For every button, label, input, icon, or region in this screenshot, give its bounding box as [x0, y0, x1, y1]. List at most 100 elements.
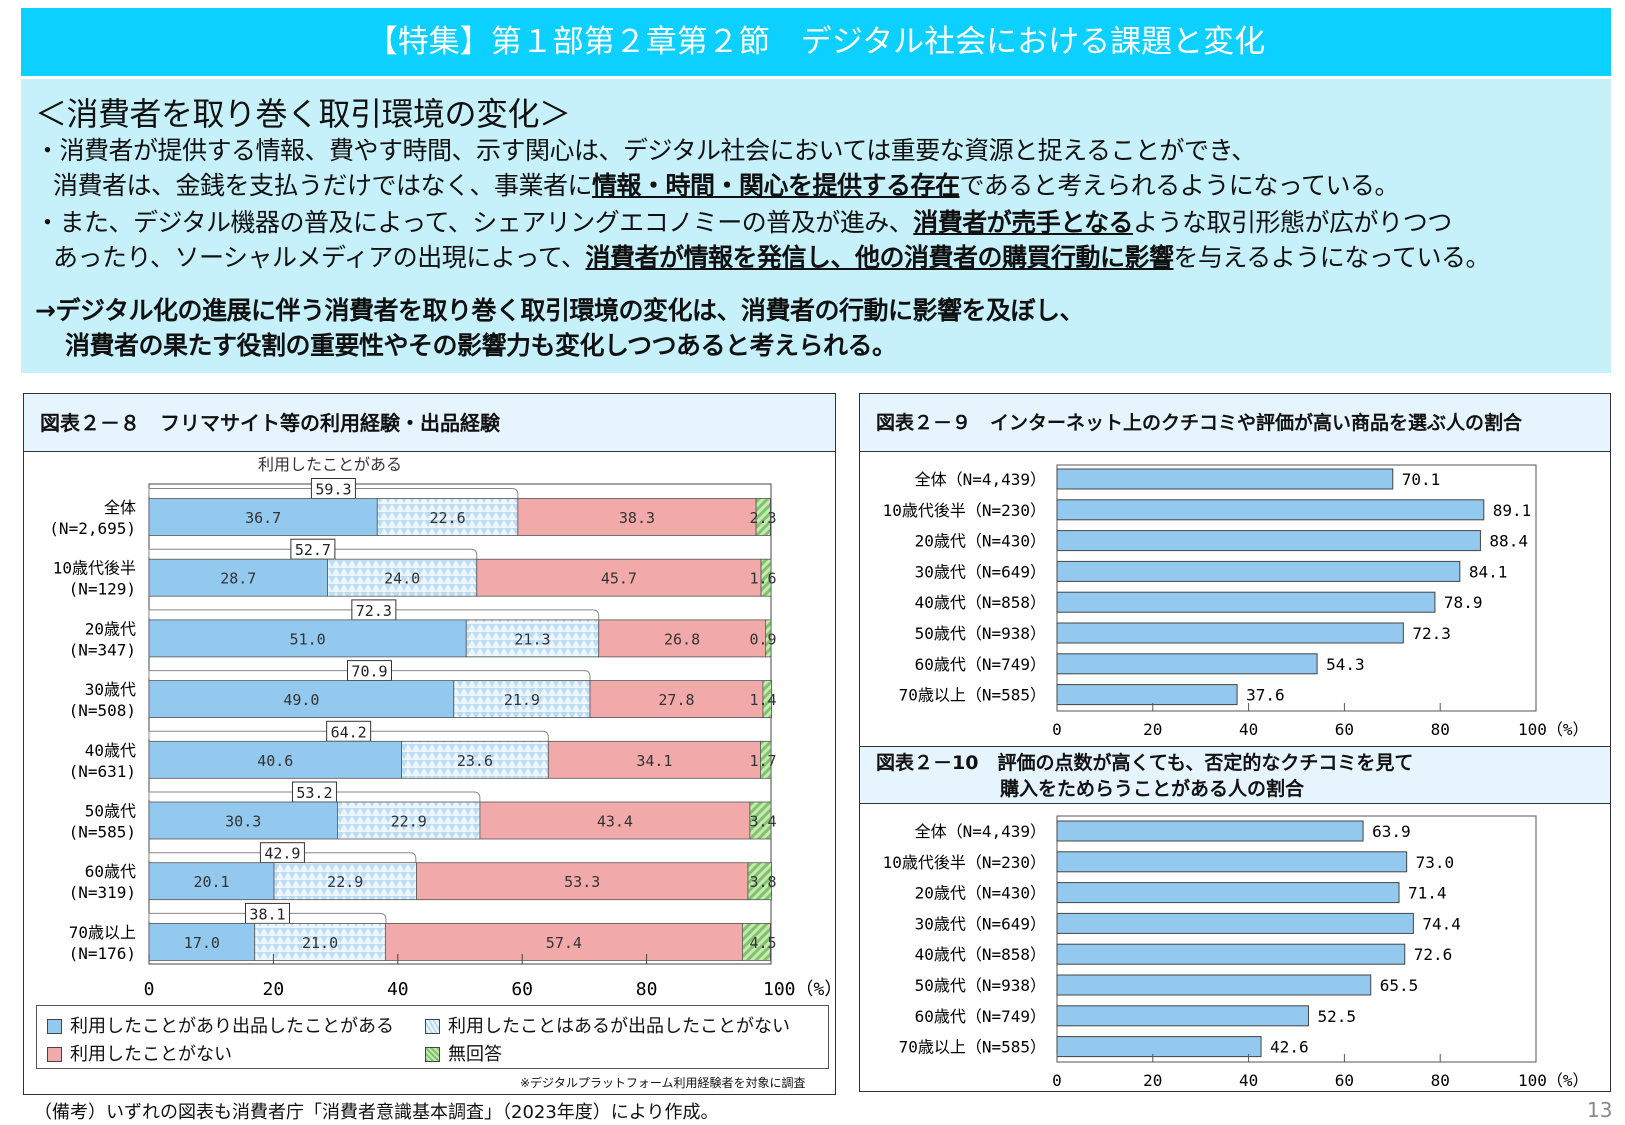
bar-value-label: 22.9 — [327, 873, 363, 891]
category-label: 50歳代 — [85, 802, 136, 821]
bar-value-label: 40.6 — [257, 752, 293, 770]
bar-value-label: 21.0 — [302, 934, 338, 952]
category-label: 70歳以上（N=585） — [899, 1038, 1046, 1057]
category-label: 10歳代後半（N=230） — [883, 501, 1046, 520]
intro-p2b: あったり、ソーシャルメディアの出現によって、消費者が情報を発信し、他の消費者の購… — [53, 238, 1491, 274]
bar-segment — [453, 680, 591, 718]
bracket-caption: 利用したことがある — [258, 455, 402, 474]
category-label: 60歳代（N=749） — [915, 1007, 1046, 1026]
title-line: 図表２－10 評価の点数が高くても、否定的なクチコミを見て — [876, 752, 1414, 774]
bar-value-label: 78.9 — [1444, 593, 1483, 612]
bar-segment — [741, 923, 771, 961]
bar — [1056, 684, 1238, 706]
bar — [1056, 882, 1400, 904]
emphasis: 消費者が売手となる — [913, 208, 1134, 237]
x-tick-label: 60 — [1335, 720, 1354, 739]
intro-p2a: ・また、デジタル機器の普及によって、シェアリングエコノミーの普及が進み、消費者が… — [35, 203, 1452, 239]
chart-2-9-title: 図表２－９ インターネット上のクチコミや評価が高い商品を選ぶ人の割合 — [860, 394, 1610, 452]
category-label: 全体 — [104, 498, 136, 517]
bar-value-label: 26.8 — [664, 630, 700, 648]
bar-value-label: 20.1 — [193, 873, 229, 891]
bar-value-label: 45.7 — [601, 570, 637, 588]
chart-2-8-note: ※デジタルプラットフォーム利用経験者を対象に調査 — [520, 1076, 806, 1090]
bar-value-label: 54.3 — [1326, 655, 1365, 674]
used-bracket — [148, 730, 549, 742]
category-label: 40歳代（N=858） — [915, 593, 1046, 612]
bar-segment — [148, 680, 455, 718]
x-tick-label: 20 — [263, 979, 285, 1000]
used-total-label: 72.3 — [356, 602, 392, 620]
legend-label: 利用したことがあり出品したことがある — [70, 1016, 394, 1037]
used-total-label: 53.2 — [296, 784, 332, 802]
bar — [1056, 820, 1364, 842]
x-tick-label: 40 — [1239, 1071, 1258, 1090]
x-tick-label: 80 — [1431, 1071, 1450, 1090]
bar-segment — [254, 923, 386, 961]
bar-segment — [273, 862, 417, 901]
text: であると考えられるようになっている。 — [959, 171, 1400, 200]
bar-value-label: 1.4 — [749, 691, 776, 709]
conclusion-2: 消費者の果たす役割の重要性やその影響力も変化しつつあると考えられる。 — [65, 331, 897, 360]
bar-segment — [749, 801, 772, 840]
bar-value-label: 1.6 — [749, 570, 776, 588]
bar-segment — [476, 558, 762, 597]
bar-segment — [148, 801, 338, 840]
x-tick-label: 60 — [1335, 1071, 1354, 1090]
bar-segment — [148, 862, 275, 901]
category-label: 40歳代 — [85, 741, 136, 760]
legend-label: 利用したことがない — [70, 1044, 232, 1065]
bar-segment — [762, 680, 773, 718]
emphasis: 情報・時間・関心を提供する存在 — [592, 171, 960, 200]
x-tick-label: 100（%） — [1518, 1071, 1589, 1090]
text: あったり、ソーシャルメディアの出現によって、 — [53, 243, 586, 272]
bar-value-label: 89.1 — [1493, 501, 1532, 520]
category-label: 全体（N=4,439） — [915, 822, 1046, 841]
legend-label: 利用したことはあるが出品したことがない — [448, 1016, 790, 1037]
category-label: 60歳代 — [85, 862, 136, 881]
category-label: (N=2,695) — [49, 519, 136, 538]
bar-value-label: 30.3 — [225, 813, 261, 831]
plot-frame — [1056, 464, 1537, 712]
bar-value-label: 74.4 — [1422, 914, 1461, 933]
plot-frame — [148, 483, 772, 965]
x-tick-label: 20 — [1143, 720, 1162, 739]
x-tick-label: 80 — [636, 979, 658, 1000]
chart-2-10-title: 図表２－10 評価の点数が高くても、否定的なクチコミを見て 購入をためらうことが… — [860, 746, 1610, 804]
x-tick-label: 0 — [144, 979, 155, 1000]
category-label: 20歳代（N=430） — [915, 532, 1046, 551]
bar-value-label: 73.0 — [1416, 853, 1455, 872]
used-bracket — [148, 670, 591, 681]
bar-value-label: 57.4 — [546, 934, 582, 952]
category-label: 20歳代 — [85, 619, 136, 638]
bar-value-label: 1.7 — [749, 752, 776, 770]
category-label: (N=129) — [69, 580, 136, 599]
conclusion-1: →デジタル化の進展に伴う消費者を取り巻く取引環境の変化は、消費者の行動に影響を及… — [35, 296, 1084, 325]
bar-value-label: 34.1 — [636, 752, 672, 770]
category-label: 60歳代（N=749） — [915, 655, 1046, 674]
bar-value-label: 2.3 — [749, 509, 776, 527]
bar-segment — [401, 740, 549, 779]
bar-value-label: 63.9 — [1372, 822, 1411, 841]
legend-item: 無回答 — [425, 1040, 502, 1066]
text: 消費者は、金銭を支払うだけではなく、事業者に — [53, 171, 593, 200]
intro-heading: ＜消費者を取り巻く取引環境の変化＞ — [35, 95, 571, 133]
bar-value-label: 22.9 — [391, 813, 427, 831]
category-label: 10歳代後半（N=230） — [883, 853, 1046, 872]
bar-value-label: 38.3 — [619, 509, 655, 527]
bar-segment — [589, 680, 764, 718]
category-label: 30歳代 — [85, 680, 136, 699]
category-label: 10歳代後半 — [53, 559, 136, 578]
bar-value-label: 42.6 — [1270, 1038, 1309, 1057]
bar-value-label: 51.0 — [290, 630, 326, 648]
x-tick-label: 0 — [1052, 720, 1062, 739]
legend-item: 利用したことはあるが出品したことがない — [425, 1012, 790, 1038]
bar — [1056, 974, 1372, 996]
category-label: 50歳代（N=938） — [915, 976, 1046, 995]
legend-swatch — [425, 1019, 440, 1034]
category-label: 30歳代（N=649） — [915, 914, 1046, 933]
bar-value-label: 23.6 — [457, 752, 493, 770]
title-line: 購入をためらうことがある人の割合 — [1000, 778, 1305, 800]
bar — [1056, 560, 1461, 582]
bar-value-label: 53.3 — [564, 873, 600, 891]
